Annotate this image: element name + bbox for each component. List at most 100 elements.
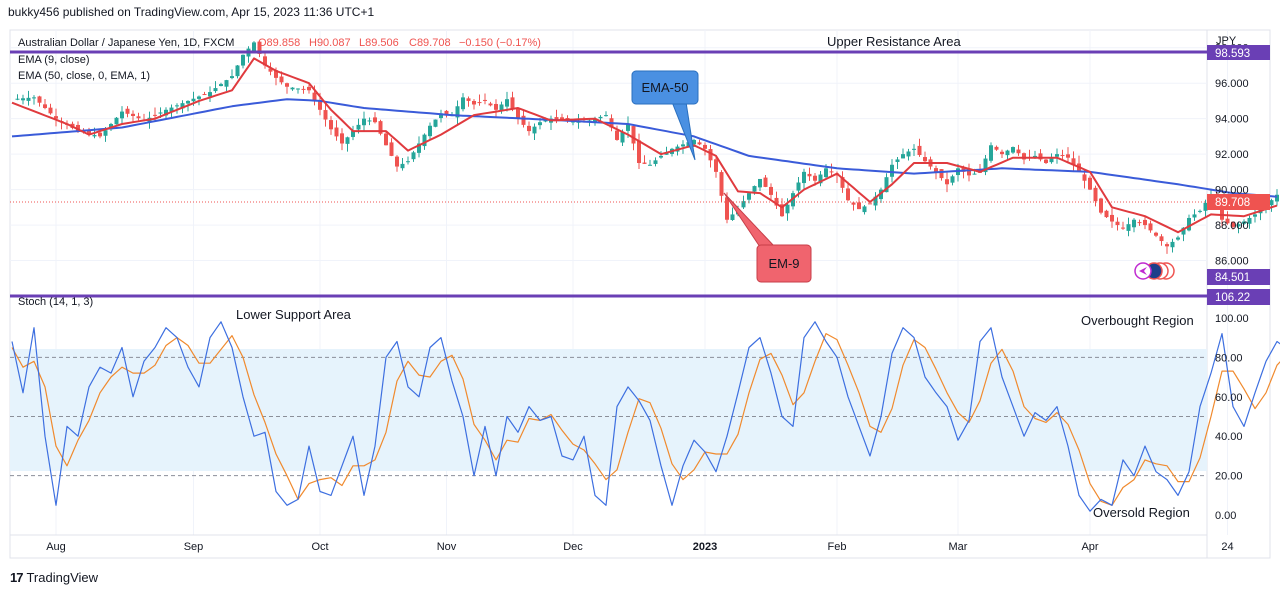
resistance-price-label: 98.593 <box>1215 48 1250 60</box>
candle <box>15 94 20 101</box>
candle <box>472 99 476 110</box>
time-tick-label: Nov <box>437 541 457 553</box>
candle <box>26 90 31 106</box>
candle <box>1187 214 1191 232</box>
time-tick-label: Apr <box>1081 541 1098 553</box>
candle <box>840 171 845 193</box>
candle <box>268 62 273 76</box>
candle <box>263 52 267 69</box>
candle <box>989 142 993 163</box>
candle <box>494 99 498 118</box>
event-icons[interactable] <box>1134 262 1175 280</box>
candle <box>1104 209 1109 219</box>
candle <box>1016 144 1021 156</box>
candle <box>1159 234 1164 246</box>
candle <box>323 102 328 127</box>
candle <box>37 95 42 107</box>
ema50-line <box>11 98 1278 198</box>
candle <box>703 142 707 156</box>
candle <box>131 110 135 123</box>
candle <box>241 54 245 69</box>
candle <box>851 202 856 211</box>
candle <box>1071 151 1076 171</box>
candle <box>213 81 218 93</box>
time-tick-label: 24 <box>1221 541 1233 553</box>
candle <box>719 170 724 203</box>
footer-brand-label: TradingView <box>26 570 99 585</box>
legend-high: H90.087 <box>309 37 351 49</box>
time-tick-label: Mar <box>949 541 968 553</box>
legend-change: −0.150 (−0.17%) <box>459 37 541 49</box>
candle <box>334 120 339 141</box>
footer-brand[interactable]: 17 TradingView <box>10 570 98 585</box>
candle <box>846 181 850 201</box>
resistance-price-tag <box>1207 45 1270 60</box>
candle <box>681 140 685 154</box>
candle <box>730 207 735 221</box>
candle <box>862 204 867 215</box>
support-price-label: 84.501 <box>1215 272 1250 284</box>
stoch-d-line <box>11 333 1280 506</box>
legend-low: L89.506 <box>359 37 399 49</box>
stoch-max-label: 106.22 <box>1215 292 1250 304</box>
candle <box>807 167 812 181</box>
candle <box>637 133 641 169</box>
candle <box>923 151 927 164</box>
candle <box>389 138 394 157</box>
ema9-callout-box <box>756 244 812 283</box>
candle <box>912 144 916 157</box>
candle <box>1247 215 1252 229</box>
candle <box>1231 221 1235 230</box>
stoch-band-fill <box>10 349 1207 471</box>
candle <box>516 107 520 125</box>
candle <box>43 98 47 110</box>
candle <box>428 122 432 141</box>
candle <box>890 159 894 183</box>
candle <box>1099 197 1103 215</box>
candle <box>829 163 834 177</box>
stoch-max-tag <box>1207 289 1270 305</box>
candle <box>1093 185 1098 207</box>
time-axis: Aug Sep Oct Nov Dec 2023 Feb Mar Apr 24 <box>10 534 1234 553</box>
candle <box>802 168 806 190</box>
candle <box>351 125 355 141</box>
candle <box>362 111 366 131</box>
candle <box>483 93 487 105</box>
ema50-callout-box <box>631 70 699 105</box>
candle <box>818 170 823 187</box>
candle <box>1055 148 1059 164</box>
legend-stoch: Stoch (14, 1, 3) <box>18 296 93 308</box>
candle <box>868 203 872 205</box>
candle <box>708 144 713 168</box>
candle <box>532 123 537 141</box>
candle <box>257 40 262 58</box>
ema9-callout[interactable]: EM-9 <box>723 192 812 283</box>
candle <box>1005 149 1010 161</box>
stoch-tick-label: 0.00 <box>1215 510 1236 522</box>
legend-ema50: EMA (50, close, 0, EMA, 1) <box>18 70 150 82</box>
candle <box>439 109 443 123</box>
candle <box>1121 221 1125 230</box>
candle <box>499 101 504 114</box>
candle <box>400 157 405 171</box>
candle <box>1011 146 1015 154</box>
candle <box>406 156 410 165</box>
candle <box>939 169 944 181</box>
candle <box>1242 219 1246 225</box>
candle <box>1170 238 1175 253</box>
candle <box>1236 221 1241 234</box>
candle <box>1038 149 1043 162</box>
candle <box>125 106 130 118</box>
candle <box>1066 147 1070 164</box>
publisher-line: bukky456 published on TradingView.com, A… <box>8 5 375 19</box>
price-tick-label: 94.000 <box>1215 114 1249 126</box>
candle <box>642 155 647 165</box>
ema50-callout[interactable]: EMA-50 <box>631 70 699 161</box>
time-tick-label: Sep <box>184 541 204 553</box>
price-tick-label: 86.000 <box>1215 256 1249 268</box>
price-tick-label: 96.000 <box>1215 78 1249 90</box>
candle <box>950 174 955 186</box>
candle <box>857 197 861 210</box>
event-star-glyph-icon <box>1139 267 1147 275</box>
